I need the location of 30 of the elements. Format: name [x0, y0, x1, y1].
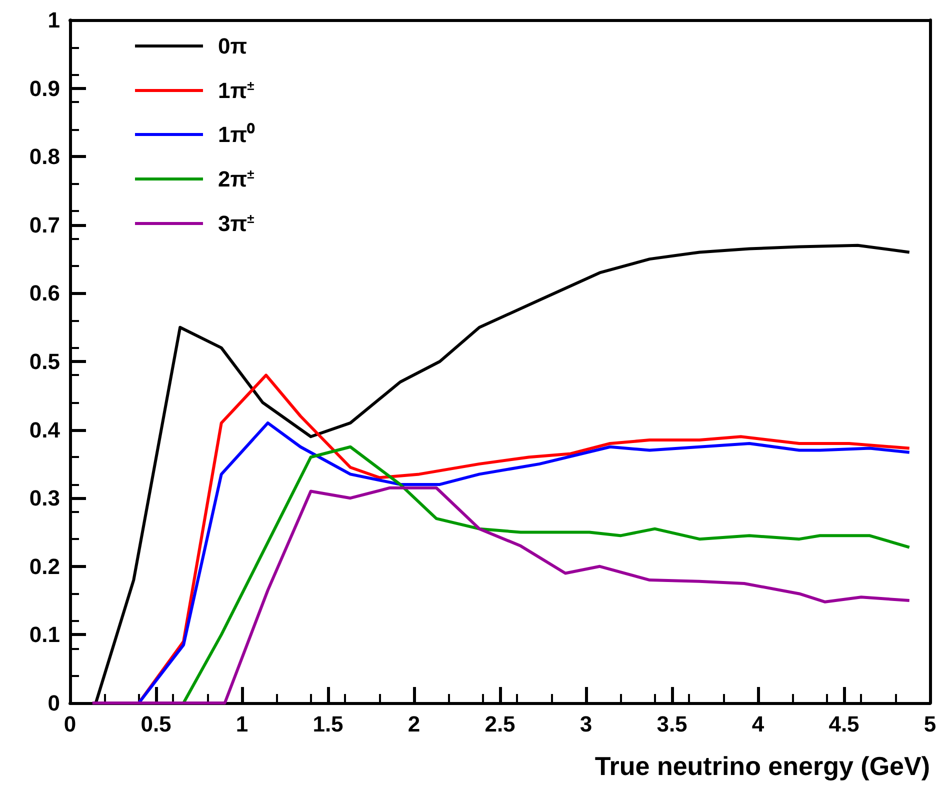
- legend-label: 2π±: [218, 166, 254, 192]
- y-tick-label: 0.1: [29, 622, 60, 648]
- y-tick-label: 0.3: [29, 486, 60, 511]
- y-tick-label: 0.9: [29, 76, 60, 101]
- x-tick-label: 0: [64, 712, 76, 736]
- x-tick-label: 3: [580, 712, 592, 736]
- x-tick-label: 1.5: [312, 712, 344, 736]
- y-tick-label: 1: [48, 8, 60, 32]
- y-tick-label: 0.8: [29, 144, 60, 170]
- legend-label: 1π⁰: [218, 122, 256, 147]
- y-tick-label: 0.7: [29, 212, 60, 238]
- x-tick-label: 4: [752, 712, 765, 736]
- x-tick-label: 0.5: [140, 712, 172, 736]
- y-tick-label: 0.5: [29, 349, 60, 374]
- legend-label: 0π: [218, 34, 248, 58]
- x-axis-title: True neutrino energy (GeV): [594, 751, 930, 781]
- line-series: [94, 244, 911, 704]
- x-tick-label: 1: [236, 712, 248, 736]
- legend-label: 1π±: [218, 78, 254, 103]
- y-tick-label: 0.2: [29, 554, 60, 579]
- x-tick-label: 4.5: [828, 712, 860, 736]
- x-tick-label: 5: [924, 712, 936, 736]
- x-tick-label: 3.5: [656, 712, 688, 736]
- x-tick-label: 2.5: [484, 712, 516, 736]
- x-tick-label: 2: [408, 712, 420, 736]
- y-tick-label: 0.6: [29, 280, 60, 306]
- y-tick-label: 0.4: [29, 417, 61, 442]
- y-tick-label: 0: [48, 690, 60, 716]
- line-series: [90, 486, 911, 704]
- legend-label: 3π±: [218, 211, 254, 236]
